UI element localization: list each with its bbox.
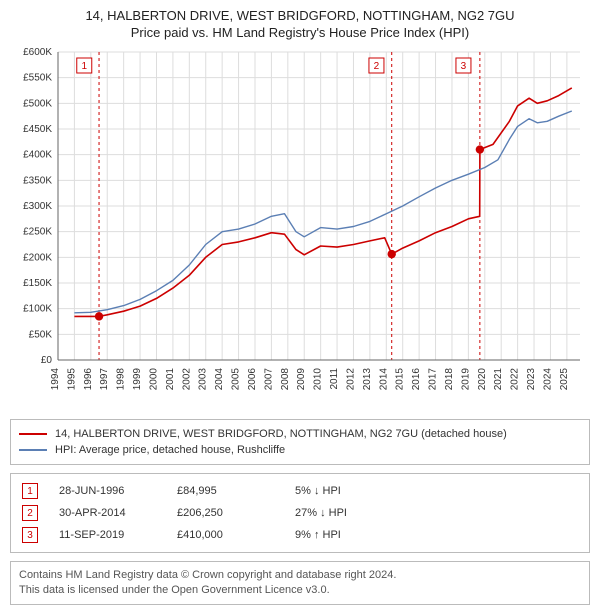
transaction-date: 28-JUN-1996	[59, 485, 159, 497]
legend-box: 14, HALBERTON DRIVE, WEST BRIDGFORD, NOT…	[10, 419, 590, 465]
legend-swatch	[19, 449, 47, 451]
svg-text:1998: 1998	[116, 368, 127, 391]
legend-label: 14, HALBERTON DRIVE, WEST BRIDGFORD, NOT…	[55, 428, 507, 440]
footer-line-2: This data is licensed under the Open Gov…	[19, 583, 581, 598]
svg-text:£250K: £250K	[23, 227, 52, 238]
svg-text:2024: 2024	[542, 368, 553, 391]
title-subtitle: Price paid vs. HM Land Registry's House …	[10, 25, 590, 40]
transaction-delta: 5% ↓ HPI	[295, 485, 375, 497]
svg-text:£200K: £200K	[23, 252, 52, 263]
svg-text:1999: 1999	[132, 368, 143, 391]
svg-text:2016: 2016	[411, 368, 422, 391]
transaction-date: 30-APR-2014	[59, 507, 159, 519]
svg-text:2010: 2010	[313, 368, 324, 391]
transaction-badge: 3	[22, 527, 38, 543]
transaction-badge: 1	[22, 483, 38, 499]
title-address: 14, HALBERTON DRIVE, WEST BRIDGFORD, NOT…	[10, 8, 590, 23]
svg-text:2025: 2025	[559, 368, 570, 391]
transaction-row: 2 30-APR-2014 £206,250 27% ↓ HPI	[19, 502, 581, 524]
svg-text:2020: 2020	[477, 368, 488, 391]
svg-text:1: 1	[81, 61, 87, 72]
svg-text:1996: 1996	[83, 368, 94, 391]
legend-swatch	[19, 433, 47, 435]
title-block: 14, HALBERTON DRIVE, WEST BRIDGFORD, NOT…	[10, 8, 590, 40]
transaction-badge: 2	[22, 505, 38, 521]
svg-text:£350K: £350K	[23, 175, 52, 186]
svg-text:£500K: £500K	[23, 98, 52, 109]
svg-text:2011: 2011	[329, 368, 340, 390]
plot-area: £0 £50K £100K £150K £200K £250K £300K £350K £400…	[10, 46, 590, 411]
transactions-box: 1 28-JUN-1996 £84,995 5% ↓ HPI 2 30-APR-2014 £…	[10, 473, 590, 553]
svg-text:2008: 2008	[280, 368, 291, 391]
svg-text:3: 3	[461, 61, 467, 72]
svg-text:2012: 2012	[345, 368, 356, 391]
svg-text:£50K: £50K	[29, 329, 53, 340]
transaction-delta: 27% ↓ HPI	[295, 507, 375, 519]
svg-text:2005: 2005	[231, 368, 242, 391]
svg-text:£100K: £100K	[23, 304, 52, 315]
transaction-price: £206,250	[177, 507, 277, 519]
transaction-row: 3 11-SEP-2019 £410,000 9% ↑ HPI	[19, 524, 581, 546]
svg-text:£400K: £400K	[23, 150, 52, 161]
transaction-price: £410,000	[177, 529, 277, 541]
legend-row: 14, HALBERTON DRIVE, WEST BRIDGFORD, NOT…	[19, 426, 581, 442]
svg-text:2017: 2017	[428, 368, 439, 391]
footer-line-1: Contains HM Land Registry data © Crown c…	[19, 568, 581, 583]
svg-text:£600K: £600K	[23, 47, 52, 58]
legend-label: HPI: Average price, detached house, Rush…	[55, 444, 285, 456]
chart-container: 14, HALBERTON DRIVE, WEST BRIDGFORD, NOT…	[0, 0, 600, 609]
svg-text:£550K: £550K	[23, 73, 52, 84]
svg-text:2001: 2001	[165, 368, 176, 391]
svg-text:2009: 2009	[296, 368, 307, 391]
svg-text:2007: 2007	[263, 368, 274, 391]
transaction-delta: 9% ↑ HPI	[295, 529, 375, 541]
svg-text:2019: 2019	[460, 368, 471, 391]
svg-text:2004: 2004	[214, 368, 225, 391]
svg-text:£300K: £300K	[23, 201, 52, 212]
svg-text:2018: 2018	[444, 368, 455, 391]
svg-text:1994: 1994	[50, 368, 61, 391]
svg-text:£450K: £450K	[23, 124, 52, 135]
svg-text:2002: 2002	[181, 368, 192, 391]
svg-text:2014: 2014	[378, 368, 389, 391]
svg-text:1995: 1995	[66, 368, 77, 391]
svg-text:1997: 1997	[99, 368, 110, 391]
svg-text:2023: 2023	[526, 368, 537, 391]
svg-text:2: 2	[374, 61, 380, 72]
footer-box: Contains HM Land Registry data © Crown c…	[10, 561, 590, 605]
transaction-row: 1 28-JUN-1996 £84,995 5% ↓ HPI	[19, 480, 581, 502]
svg-text:2022: 2022	[510, 368, 521, 391]
transaction-date: 11-SEP-2019	[59, 529, 159, 541]
svg-text:2000: 2000	[148, 368, 159, 391]
line-chart-svg: £0 £50K £100K £150K £200K £250K £300K £350K £400…	[10, 46, 590, 406]
svg-text:2021: 2021	[493, 368, 504, 391]
svg-text:2003: 2003	[198, 368, 209, 391]
svg-text:2015: 2015	[395, 368, 406, 391]
svg-text:£0: £0	[41, 355, 53, 366]
svg-text:2013: 2013	[362, 368, 373, 391]
transaction-price: £84,995	[177, 485, 277, 497]
legend-row: HPI: Average price, detached house, Rush…	[19, 442, 581, 458]
svg-text:£150K: £150K	[23, 278, 52, 289]
svg-text:2006: 2006	[247, 368, 258, 391]
